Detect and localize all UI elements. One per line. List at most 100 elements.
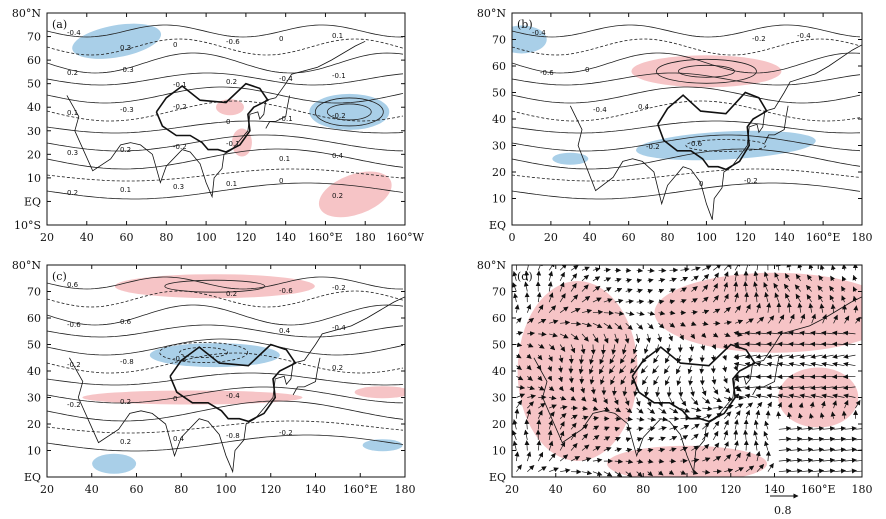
contour-line xyxy=(47,148,404,170)
wind-vector xyxy=(766,330,779,336)
contour-line xyxy=(47,134,404,152)
wind-vector xyxy=(724,320,732,326)
wind-vector xyxy=(691,433,699,441)
x-tick-label: 20 xyxy=(40,483,54,496)
wind-vector xyxy=(658,288,665,294)
wind-vector xyxy=(636,323,644,330)
wind-vector xyxy=(559,454,569,462)
wind-vector xyxy=(733,429,739,440)
contour-label: -0.8 xyxy=(120,358,134,366)
wind-vector xyxy=(800,436,814,442)
wind-vector xyxy=(810,374,823,380)
wind-vector xyxy=(603,436,611,441)
wind-vector xyxy=(723,441,729,451)
panel-a: -0.4 -0.3 -0.2 -0.1 0 0.1 0.2 -0.3 -0.2 0.1 0 -0.1 0… xyxy=(12,7,425,244)
wind-vector xyxy=(702,397,711,404)
contour-line xyxy=(47,304,404,326)
wind-vector xyxy=(625,416,633,422)
wind-vector xyxy=(723,265,732,271)
contour-label: 0.3 xyxy=(67,149,78,157)
wind-vector xyxy=(614,277,622,283)
contour-label: -0.4 xyxy=(67,29,81,37)
wind-vector xyxy=(559,441,566,451)
wind-vector xyxy=(723,454,732,462)
contour-label: 0.2 xyxy=(332,192,343,200)
wind-vector xyxy=(724,332,731,337)
wind-vector xyxy=(665,376,670,386)
wind-vector xyxy=(788,374,801,380)
wind-vector xyxy=(745,402,753,409)
wind-vector xyxy=(702,469,711,475)
wind-vector xyxy=(592,285,601,292)
y-tick-label: 70 xyxy=(27,286,41,299)
wind-vector xyxy=(514,304,520,313)
contour-label: -0.4 xyxy=(593,106,607,114)
wind-vector xyxy=(625,407,633,413)
wind-vector xyxy=(658,426,667,431)
wind-vector xyxy=(844,315,850,324)
wind-vector xyxy=(614,298,624,304)
wind-vector xyxy=(795,273,802,282)
panel-body: 0.6 0.6 -0.2 -0.4 -0.2 -0.2 -0.6 -0.8 0 -0.8 -0.6 -… xyxy=(47,274,405,474)
contour-label: -0.3 xyxy=(120,66,134,74)
wind-vector xyxy=(744,291,750,303)
x-tick-label: 140 xyxy=(774,231,795,244)
wind-vector xyxy=(789,468,803,474)
wind-vector xyxy=(789,313,795,324)
wind-vector xyxy=(788,393,801,399)
wind-vector xyxy=(819,412,825,419)
wind-vector xyxy=(711,376,717,385)
wind-vector xyxy=(844,468,857,474)
wind-vector xyxy=(767,401,772,409)
wind-vector xyxy=(852,295,858,303)
contour-ring xyxy=(678,64,735,78)
y-tick-label: 10 xyxy=(27,172,41,185)
wind-vector xyxy=(548,292,554,303)
wind-vector xyxy=(745,303,751,313)
contour-line xyxy=(47,372,404,386)
negative-region xyxy=(362,439,403,452)
wind-vector xyxy=(636,458,644,464)
y-tick-label: 50 xyxy=(492,87,506,100)
wind-vector xyxy=(701,386,707,396)
wind-vector xyxy=(843,385,856,391)
wind-vector xyxy=(855,399,861,409)
wind-vector xyxy=(833,457,846,463)
wind-vector xyxy=(755,409,761,419)
wind-vector xyxy=(766,341,779,347)
wind-vector xyxy=(733,385,747,391)
wind-vector xyxy=(822,426,836,432)
x-tick-label: 80 xyxy=(174,483,188,496)
wind-vector xyxy=(724,468,734,474)
wind-vector xyxy=(625,311,635,317)
wind-vector xyxy=(614,426,621,432)
y-tick-label: EQ xyxy=(24,471,41,484)
japan-coastline xyxy=(764,105,789,144)
wind-vector xyxy=(669,407,679,414)
contour-label: -0.2 xyxy=(646,143,660,151)
wind-vector xyxy=(570,443,578,451)
wind-vector xyxy=(830,265,836,271)
wind-vector xyxy=(589,376,595,385)
contour-label: -0.6 xyxy=(279,287,293,295)
x-tick-label: 100 xyxy=(196,231,217,244)
wind-vector xyxy=(745,451,751,462)
wind-vector xyxy=(810,385,823,391)
wind-vector xyxy=(647,458,654,464)
wind-vector xyxy=(778,457,792,463)
wind-vector xyxy=(744,330,758,336)
x-tick-label: 60 xyxy=(593,483,607,496)
coastline xyxy=(69,296,405,474)
wind-vector xyxy=(766,361,779,367)
wind-vector xyxy=(784,273,791,282)
wind-vector xyxy=(559,271,565,282)
wind-vector xyxy=(832,354,845,359)
wind-vector xyxy=(663,365,670,375)
x-tick-label: 20 xyxy=(544,231,558,244)
x-tick-label: 180 xyxy=(852,483,873,496)
x-tick-label: 140 xyxy=(305,483,326,496)
wind-vector xyxy=(526,353,532,359)
wind-vector xyxy=(680,425,690,430)
wind-vector xyxy=(548,385,555,392)
